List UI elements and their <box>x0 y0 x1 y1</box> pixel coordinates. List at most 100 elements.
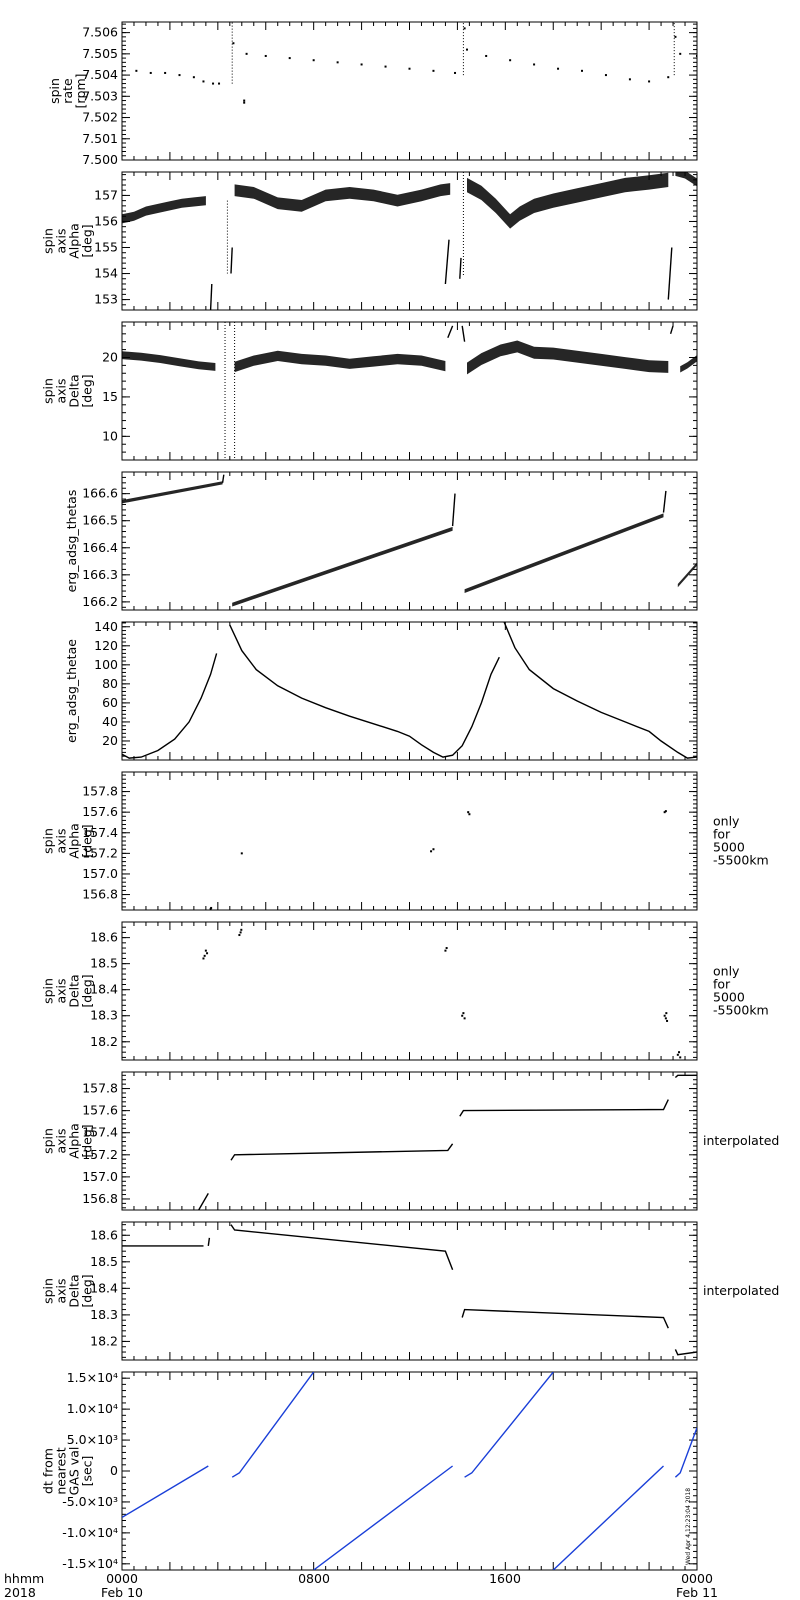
y-axis-label: [deg] <box>80 374 95 407</box>
series-line-6 <box>662 490 667 513</box>
series-line-2 <box>231 1372 315 1478</box>
y-tick-label: 60 <box>102 695 118 710</box>
series-line-7 <box>221 474 225 483</box>
y-axis-label: [deg] <box>80 974 95 1007</box>
panel-6: 156.8 157.0 157.2 157.4 157.6 157.8 spinaxisAl… <box>41 771 769 911</box>
data-point <box>663 1014 666 1017</box>
y-axis-label: spin <box>41 828 56 854</box>
y-tick-label: 15 <box>102 389 118 404</box>
data-point <box>240 928 243 931</box>
y-axis-label: Alpha <box>67 223 82 259</box>
plot-panels: 7.5007.5017.5027.5037.5047.5057.506spinr… <box>41 21 800 1571</box>
series-line-3 <box>230 1224 454 1271</box>
y-tick-label: 18.4 <box>90 982 118 997</box>
y-axis-label: [sec] <box>80 1456 95 1487</box>
y-axis-label: axis <box>54 378 69 403</box>
data-point <box>648 80 651 83</box>
y-tick-label: -1.5×10⁴ <box>62 1556 118 1571</box>
y-tick-label: 18.4 <box>90 1280 118 1295</box>
side-note-label: -5500km <box>713 853 769 868</box>
y-tick-label: 100 <box>94 657 118 672</box>
y-axis-label: spin <box>47 78 62 104</box>
data-point <box>664 810 667 813</box>
y-tick-label: 7.502 <box>82 110 118 125</box>
data-point <box>232 42 235 45</box>
series-line-4 <box>461 1308 669 1329</box>
x-tick-label-time-0: 0000 <box>106 1571 138 1586</box>
y-tick-label: 10 <box>102 428 118 443</box>
y-axis-label: erg_adsg_thetas <box>64 490 79 593</box>
series-line-5 <box>209 283 213 310</box>
data-point <box>679 52 682 55</box>
series-line-4 <box>464 1372 554 1478</box>
series-line-4 <box>674 1074 697 1079</box>
y-tick-label: 40 <box>102 714 118 729</box>
y-tick-label: 20 <box>102 733 118 748</box>
data-point <box>204 949 207 952</box>
data-point <box>664 1017 667 1020</box>
y-tick-label: 156 <box>94 213 118 228</box>
y-tick-label: 18.2 <box>90 1034 118 1049</box>
y-tick-label: 18.6 <box>90 930 118 945</box>
data-point <box>408 67 411 70</box>
data-point <box>239 931 242 934</box>
y-axis-label: [rpm] <box>73 73 88 108</box>
y-tick-label: 7.503 <box>82 88 118 103</box>
y-axis-label: axis <box>54 828 69 853</box>
data-point <box>533 63 536 66</box>
series-line-5 <box>757 622 800 708</box>
series-line-5 <box>552 1465 664 1570</box>
y-tick-label: 18.6 <box>90 1227 118 1242</box>
y-axis-label: rate <box>60 78 75 104</box>
series-line-3 <box>459 1099 669 1117</box>
data-point <box>122 69 123 72</box>
panel-data <box>122 172 697 310</box>
side-note-label: interpolated <box>703 1133 779 1148</box>
y-axis-label: spin <box>41 1128 56 1154</box>
y-tick-label: 80 <box>102 676 118 691</box>
data-point <box>384 65 387 68</box>
data-point <box>209 907 212 910</box>
data-point <box>312 59 315 62</box>
series-line-9 <box>669 325 674 335</box>
data-point <box>445 947 448 950</box>
data-point <box>509 59 512 62</box>
panel-frame <box>121 771 698 911</box>
panel-data <box>209 810 667 910</box>
data-point <box>468 813 471 816</box>
series-line-5 <box>674 1349 697 1356</box>
y-tick-label: 157.0 <box>82 1169 118 1184</box>
data-point <box>336 61 339 64</box>
data-point <box>674 35 677 38</box>
series-band-3 <box>467 340 669 375</box>
series-band-1 <box>122 351 216 371</box>
y-tick-label: 156.8 <box>82 1191 118 1206</box>
x-tick-label-time-1: 0800 <box>298 1571 330 1586</box>
panel-5: 20 40 60 80 100 120 140 erg_adsg_thetae <box>64 619 800 761</box>
panel-data <box>122 622 800 759</box>
y-axis-label: spin <box>41 978 56 1004</box>
y-axis-label: Alpha <box>67 1123 82 1159</box>
x-tick-label-time-2: 1600 <box>489 1571 521 1586</box>
y-tick-label: 157 <box>94 187 118 202</box>
side-note-label: 5000 <box>713 990 745 1005</box>
data-point <box>178 74 181 77</box>
y-axis-label: [deg] <box>80 1124 95 1157</box>
y-tick-label: 156.8 <box>82 887 118 902</box>
series-band-4 <box>675 172 697 187</box>
y-tick-label: 7.500 <box>82 152 118 167</box>
data-point <box>663 811 666 814</box>
data-point <box>212 82 215 85</box>
y-axis-label: Delta <box>67 374 82 407</box>
series-line-1 <box>198 1193 209 1210</box>
data-point <box>243 99 246 102</box>
series-line-4 <box>696 756 697 758</box>
x-corner-label-hhmm: hhmm <box>4 1571 44 1586</box>
panel-data <box>122 322 697 460</box>
y-tick-label: 7.501 <box>82 131 118 146</box>
series-line-8 <box>461 325 466 342</box>
